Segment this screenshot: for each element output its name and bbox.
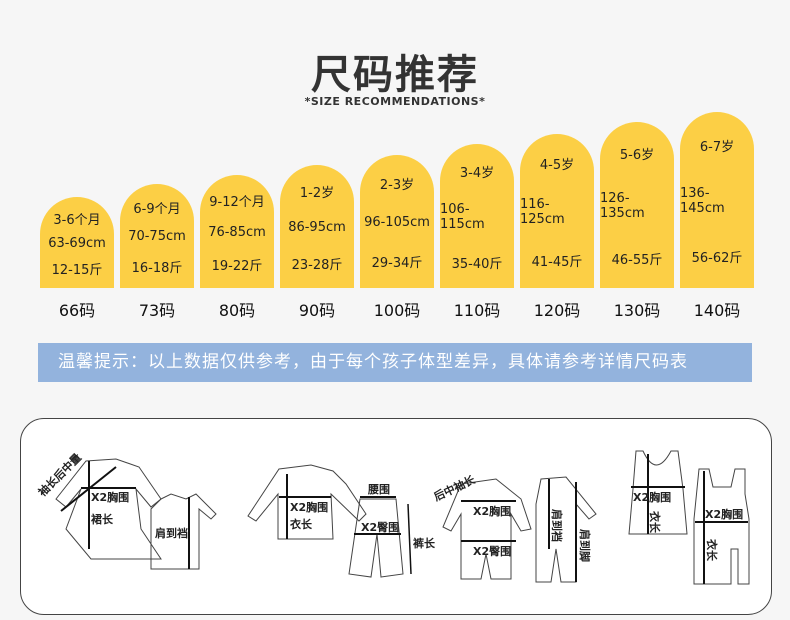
size-height: 106-115cm	[440, 201, 485, 232]
size-height: 126-135cm	[600, 191, 645, 221]
size-height: 96-105cm	[364, 215, 430, 230]
dress-illustration: 袖长后中量 X2胸围 裙长 肩到裆	[35, 450, 217, 570]
size-age: 9-12个月	[209, 194, 265, 210]
size-card: 4-5岁 116-125cm 41-45斤	[520, 134, 594, 288]
label-shoulder-foot: 肩到脚	[578, 529, 592, 562]
label-pants-length: 裤长	[412, 536, 436, 550]
size-weight: 12-15斤	[51, 263, 103, 278]
size-code: 73码	[138, 301, 176, 320]
size-weight: 29-34斤	[371, 256, 423, 271]
size-age: 5-6岁	[619, 148, 655, 163]
label-chest: X2胸围	[290, 500, 328, 514]
size-weight: 19-22斤	[211, 259, 263, 275]
size-code: 100码	[373, 301, 421, 320]
size-age: 1-2岁	[299, 186, 335, 202]
page-subtitle: *SIZE RECOMMENDATIONS*	[304, 95, 486, 108]
size-height: 70-75cm	[128, 229, 186, 245]
size-height: 116-125cm	[520, 197, 565, 227]
romper-illustration: 后中袖长 X2胸围 X2臀围 肩到裆 肩到脚	[431, 472, 597, 583]
measurement-diagram: 袖长后中量 X2胸围 裙长 肩到裆 X2胸围 衣长 腰围 X2臀围 裤长 后中袖…	[20, 418, 772, 615]
label-body-length: 衣长	[648, 511, 662, 534]
size-card: 1-2岁 86-95cm 23-28斤	[280, 165, 354, 288]
size-age: 6-7岁	[699, 139, 735, 155]
size-code: 66码	[58, 301, 96, 320]
size-weight: 16-18斤	[131, 260, 183, 276]
notice-banner: 温馨提示：以上数据仅供参考，由于每个孩子体型差异，具体请参考详情尺码表	[38, 343, 752, 382]
size-card: 6-7岁 136-145cm 56-62斤	[680, 112, 754, 288]
size-weight: 35-40斤	[451, 256, 503, 272]
size-age: 3-4岁	[459, 166, 495, 182]
label-skirt-length: 裙长	[91, 512, 114, 526]
size-weight: 41-45斤	[531, 255, 583, 270]
size-height: 86-95cm	[288, 219, 346, 235]
label-hip: X2臀围	[361, 520, 399, 534]
size-card: 2-3岁 96-105cm 29-34斤	[360, 155, 434, 288]
size-weight: 56-62斤	[691, 251, 743, 267]
vest-overalls-illustration: X2胸围 衣长 X2胸围 衣长	[628, 450, 750, 585]
label-chest: X2胸围	[705, 507, 743, 521]
label-chest: X2胸围	[633, 490, 671, 504]
label-shoulder-crotch: 肩到裆	[155, 526, 188, 540]
size-card: 9-12个月 76-85cm 19-22斤	[200, 175, 274, 288]
size-code: 110码	[453, 301, 501, 320]
size-height: 76-85cm	[208, 224, 266, 240]
size-code: 120码	[533, 301, 581, 320]
size-code: 90码	[298, 301, 336, 320]
size-code: 140码	[693, 301, 741, 320]
size-card: 5-6岁 126-135cm 46-55斤	[600, 122, 674, 288]
size-age: 3-6个月	[53, 213, 101, 228]
label-chest: X2胸围	[91, 490, 129, 504]
label-waist: 腰围	[367, 483, 390, 496]
size-height: 136-145cm	[680, 185, 725, 216]
label-body-length: 衣长	[705, 539, 719, 562]
size-code: 80码	[218, 301, 256, 320]
size-code: 130码	[613, 301, 661, 320]
size-weight: 46-55斤	[611, 253, 663, 268]
label-shoulder-crotch: 肩到裆	[550, 509, 564, 542]
size-age: 2-3岁	[379, 178, 415, 193]
label-chest: X2胸围	[473, 504, 511, 518]
size-weight: 23-28斤	[291, 257, 343, 273]
size-card: 6-9个月 70-75cm 16-18斤	[120, 184, 194, 288]
size-card: 3-6个月 63-69cm 12-15斤	[40, 197, 114, 288]
size-age: 6-9个月	[133, 202, 181, 218]
size-height: 63-69cm	[48, 236, 106, 251]
size-card: 3-4岁 106-115cm 35-40斤	[440, 144, 514, 288]
page-title: 尺码推荐	[311, 52, 479, 98]
shirt-pants-illustration: X2胸围 衣长 腰围 X2臀围 裤长	[247, 464, 436, 578]
size-age: 4-5岁	[539, 158, 575, 173]
label-sleeve: 袖长后中量	[35, 450, 84, 499]
label-body-length: 衣长	[290, 517, 313, 531]
label-hip: X2臀围	[473, 544, 511, 558]
